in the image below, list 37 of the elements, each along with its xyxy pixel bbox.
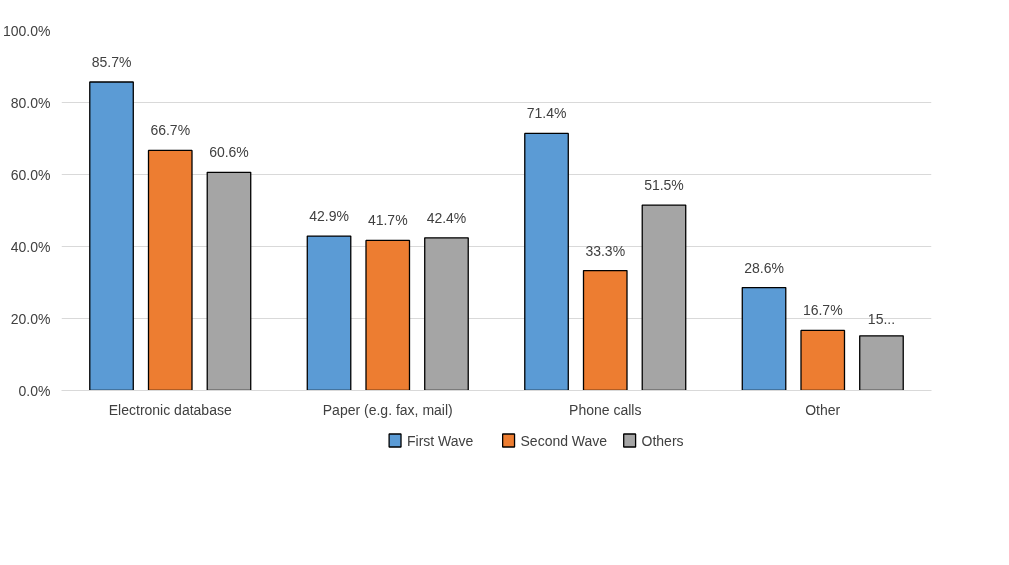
data-label: 33.3% <box>585 242 626 259</box>
data-label: 16.7% <box>802 302 843 319</box>
bar <box>859 335 904 391</box>
y-tick-label: 100.0% <box>3 22 51 39</box>
y-tick-label: 80.0% <box>10 94 51 111</box>
data-label: 41.7% <box>367 212 408 229</box>
y-tick-label: 60.0% <box>10 166 51 183</box>
legend-label: Second Wave <box>520 432 608 449</box>
bar <box>582 269 628 391</box>
bar <box>147 149 193 391</box>
data-label: 51.5% <box>644 177 684 194</box>
y-tick-label: 40.0% <box>10 238 51 255</box>
x-tick-label: Electronic database <box>108 401 232 418</box>
data-label: 71.4% <box>526 105 567 122</box>
data-label: 85.7% <box>91 53 132 70</box>
bar <box>741 286 787 391</box>
data-label: 60.6% <box>209 144 249 161</box>
bar <box>89 81 134 391</box>
y-tick-label: 20.0% <box>10 310 51 327</box>
x-tick-label: Paper (e.g. fax, mail) <box>322 401 453 418</box>
bar <box>424 237 469 391</box>
legend-label: First Wave <box>406 432 474 449</box>
y-tick-label: 0.0% <box>18 382 51 399</box>
x-tick-label: Phone calls <box>569 401 642 418</box>
bar <box>800 329 846 391</box>
bar <box>365 239 411 391</box>
data-label: 42.9% <box>309 208 349 225</box>
data-label: 15... <box>867 310 896 327</box>
data-label: 28.6% <box>744 259 784 276</box>
legend-label: Others <box>641 432 684 449</box>
bar <box>206 171 252 391</box>
bar <box>524 132 569 391</box>
data-label: 42.4% <box>426 209 467 226</box>
data-label: 66.7% <box>150 122 191 139</box>
bar <box>306 235 352 391</box>
bar <box>641 204 687 391</box>
x-tick-label: Other <box>805 401 841 418</box>
